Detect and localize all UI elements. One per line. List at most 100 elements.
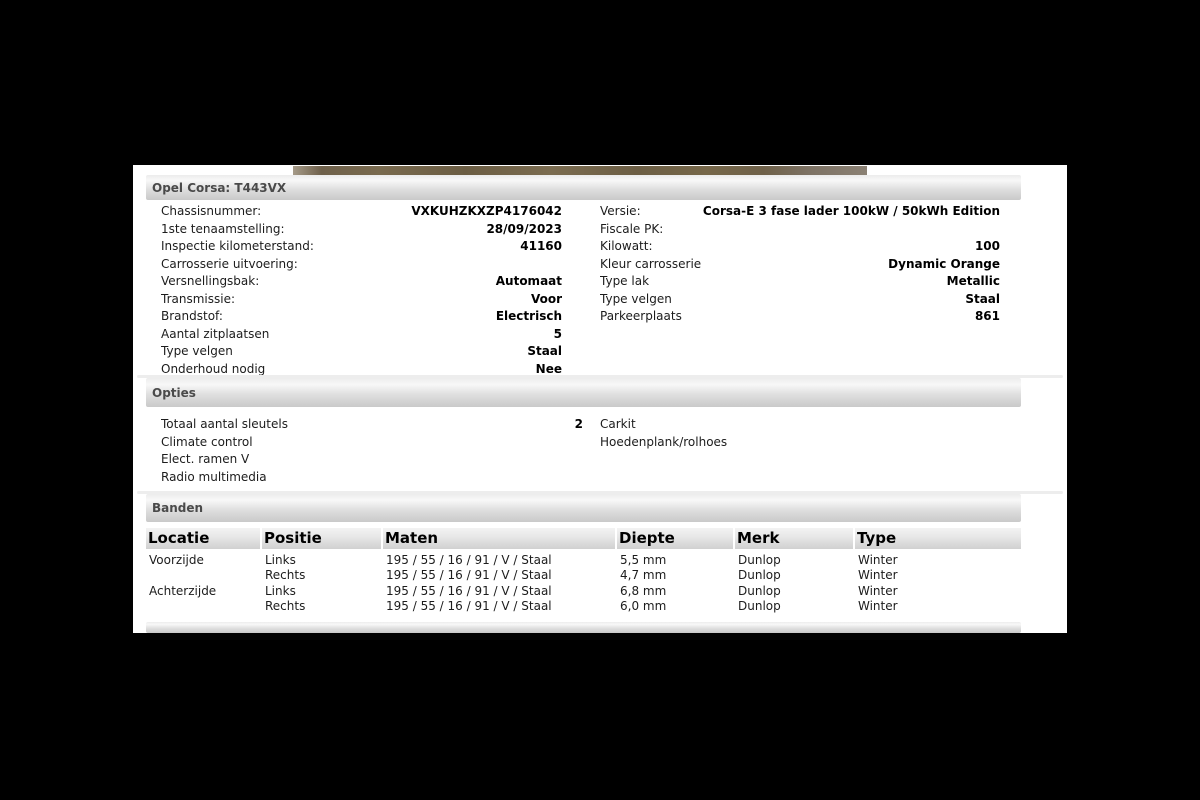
tire-cell: 5,5 mm	[620, 553, 667, 567]
detail-row: Aantal zitplaatsen 5	[161, 326, 562, 344]
detail-label: Onderhoud nodig	[161, 361, 266, 376]
vehicle-details-right-column: Versie: Corsa-E 3 fase lader 100kW / 50kW…	[600, 203, 1000, 326]
detail-row: Kleur carrosserie Dynamic Orange	[600, 256, 1000, 274]
detail-value: 861	[974, 309, 1000, 323]
tire-cell: Rechts	[265, 599, 306, 614]
detail-row: Versie: Corsa-E 3 fase lader 100kW / 50kW…	[600, 203, 1000, 221]
next-section-bar-cutoff	[146, 622, 1021, 633]
detail-value: Staal	[965, 291, 1000, 306]
option-label: Radio multimedia	[161, 469, 267, 484]
detail-row: 1ste tenaamstelling: 28/09/2023	[161, 221, 562, 239]
tire-table-row: Achterzijde Links 195 / 55 / 16 / 91 / V…	[146, 584, 1021, 599]
detail-label: Versnellingsbak:	[161, 274, 260, 288]
option-row: Totaal aantal sleutels 2	[161, 416, 583, 434]
detail-row: Carrosserie uitvoering:	[161, 256, 562, 274]
detail-row: Transmissie: Voor	[161, 291, 562, 309]
tire-cell: Winter	[858, 553, 898, 567]
options-section-bar: Opties	[146, 378, 1021, 407]
tire-cell: 6,8 mm	[620, 583, 667, 598]
detail-value: Metallic	[946, 274, 1000, 288]
tires-section-title: Banden	[152, 501, 204, 515]
detail-row: Type velgen Staal	[600, 291, 1000, 309]
option-label: Totaal aantal sleutels	[161, 417, 288, 431]
tire-cell: Winter	[858, 568, 898, 583]
detail-label: Chassisnummer:	[161, 204, 262, 218]
vehicle-details-left-column: Chassisnummer: VXKUHZKXZP4176042 1ste ten…	[161, 203, 562, 378]
detail-label: Type lak	[600, 274, 650, 288]
option-row: Climate control	[161, 434, 583, 452]
tire-cell	[146, 599, 262, 614]
tire-cell: 4,7 mm	[620, 568, 667, 583]
tire-cell: 195 / 55 / 16 / 91 / V / Staal	[386, 568, 552, 583]
detail-row: Fiscale PK:	[600, 221, 1000, 239]
tires-section-bar: Banden	[146, 494, 1021, 522]
detail-value: Dynamic Orange	[888, 256, 1000, 271]
detail-value: 5	[553, 326, 562, 341]
detail-row: Type lak Metallic	[600, 273, 1000, 291]
tire-cell: Dunlop	[738, 568, 781, 583]
tire-table-row: Rechts 195 / 55 / 16 / 91 / V / Staal 4,…	[146, 568, 1021, 583]
detail-row: Type velgen Staal	[161, 343, 562, 361]
detail-label: Type velgen	[600, 291, 672, 306]
vehicle-report-page: Opel Corsa: T443VX Chassisnummer: VXKUHZK…	[133, 165, 1067, 633]
vehicle-header-bar: Opel Corsa: T443VX	[146, 175, 1021, 200]
tire-cell	[146, 568, 262, 583]
detail-value: Electrisch	[495, 309, 562, 323]
tire-cell: Links	[265, 583, 296, 598]
detail-row: Onderhoud nodig Nee	[161, 361, 562, 379]
options-left-column: Totaal aantal sleutels 2 Climate control …	[161, 416, 583, 486]
detail-value: Voor	[530, 291, 562, 306]
options-right-column: Carkit Hoedenplank/rolhoes	[600, 416, 900, 451]
tire-cell: Rechts	[265, 568, 306, 583]
detail-label: Versie:	[600, 204, 641, 218]
detail-label: Brandstof:	[161, 309, 223, 323]
option-label: Climate control	[161, 434, 253, 449]
option-row: Elect. ramen V	[161, 451, 583, 469]
tire-cell: Dunlop	[738, 553, 781, 567]
detail-label: Transmissie:	[161, 291, 235, 306]
detail-label: Inspectie kilometerstand:	[161, 239, 314, 253]
tire-column-header: Maten	[383, 528, 617, 549]
tire-column-header: Locatie	[146, 528, 262, 549]
tire-table-header: Locatie Positie Maten Diepte Merk Type	[146, 528, 1021, 549]
detail-label: Type velgen	[161, 344, 233, 358]
tire-column-header: Diepte	[617, 528, 735, 549]
detail-label: Parkeerplaats	[600, 309, 682, 323]
tire-cell: 195 / 55 / 16 / 91 / V / Staal	[386, 553, 552, 567]
detail-label: Aantal zitplaatsen	[161, 326, 270, 341]
tire-cell: Winter	[858, 599, 898, 614]
tire-column-header: Type	[855, 528, 1021, 549]
detail-row: Chassisnummer: VXKUHZKXZP4176042	[161, 203, 562, 221]
tire-cell: Voorzijde	[149, 553, 204, 567]
tire-table-body: Voorzijde Links 195 / 55 / 16 / 91 / V /…	[146, 553, 1021, 615]
option-row: Hoedenplank/rolhoes	[600, 434, 900, 452]
options-section-title: Opties	[152, 385, 196, 400]
tire-cell: Dunlop	[738, 599, 781, 614]
detail-value: 100	[974, 239, 1000, 253]
detail-row: Parkeerplaats 861	[600, 308, 1000, 326]
tire-cell: Winter	[858, 583, 898, 598]
detail-row: Versnellingsbak: Automaat	[161, 273, 562, 291]
tire-cell: 6,0 mm	[620, 599, 667, 614]
detail-value: 28/09/2023	[486, 221, 562, 236]
tire-table-row: Voorzijde Links 195 / 55 / 16 / 91 / V /…	[146, 553, 1021, 568]
detail-label: Kleur carrosserie	[600, 256, 702, 271]
detail-row: Kilowatt: 100	[600, 238, 1000, 256]
option-label: Hoedenplank/rolhoes	[600, 434, 728, 449]
tire-cell: 195 / 55 / 16 / 91 / V / Staal	[386, 583, 552, 598]
tire-cell: Achterzijde	[149, 583, 217, 598]
tire-cell: Dunlop	[738, 583, 781, 598]
option-label: Carkit	[600, 417, 636, 431]
detail-label: 1ste tenaamstelling:	[161, 221, 285, 236]
tire-table-row: Rechts 195 / 55 / 16 / 91 / V / Staal 6,…	[146, 599, 1021, 614]
detail-label: Kilowatt:	[600, 239, 653, 253]
detail-row: Brandstof: Electrisch	[161, 308, 562, 326]
tire-column-header: Positie	[262, 528, 383, 549]
detail-value: Staal	[527, 344, 562, 358]
detail-label: Fiscale PK:	[600, 221, 664, 236]
tire-column-header: Merk	[735, 528, 855, 549]
option-label: Elect. ramen V	[161, 452, 250, 466]
detail-value: 41160	[520, 239, 562, 253]
detail-row: Inspectie kilometerstand: 41160	[161, 238, 562, 256]
detail-value: Nee	[535, 361, 562, 376]
